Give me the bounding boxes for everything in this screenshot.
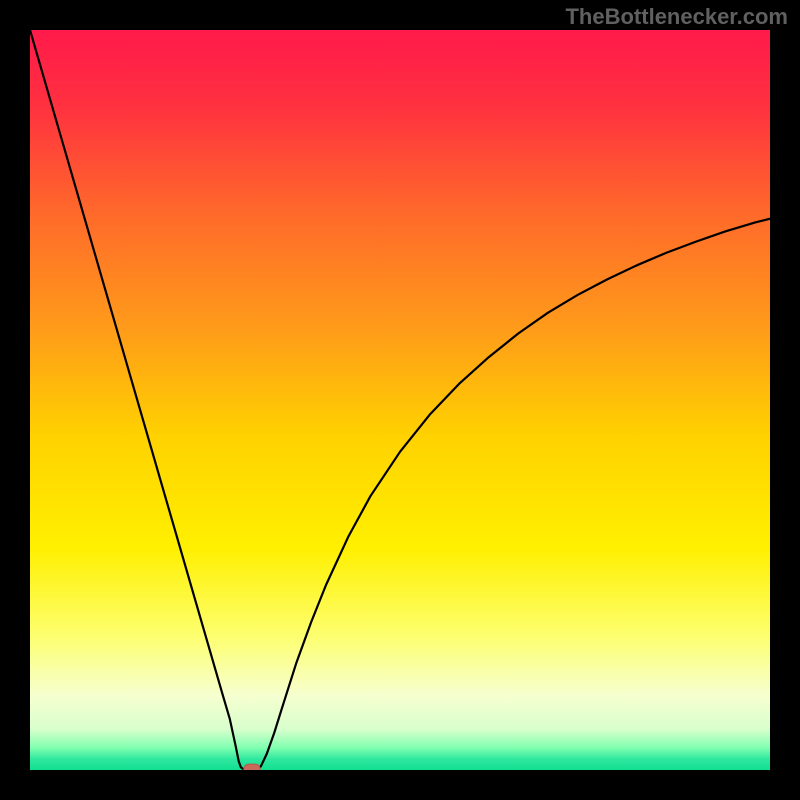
plot-area xyxy=(30,30,770,770)
optimum-marker xyxy=(244,764,260,770)
plot-svg xyxy=(30,30,770,770)
bottleneck-curve xyxy=(30,30,770,770)
chart-container: TheBottlenecker.com xyxy=(0,0,800,800)
attribution-text: TheBottlenecker.com xyxy=(565,4,788,30)
